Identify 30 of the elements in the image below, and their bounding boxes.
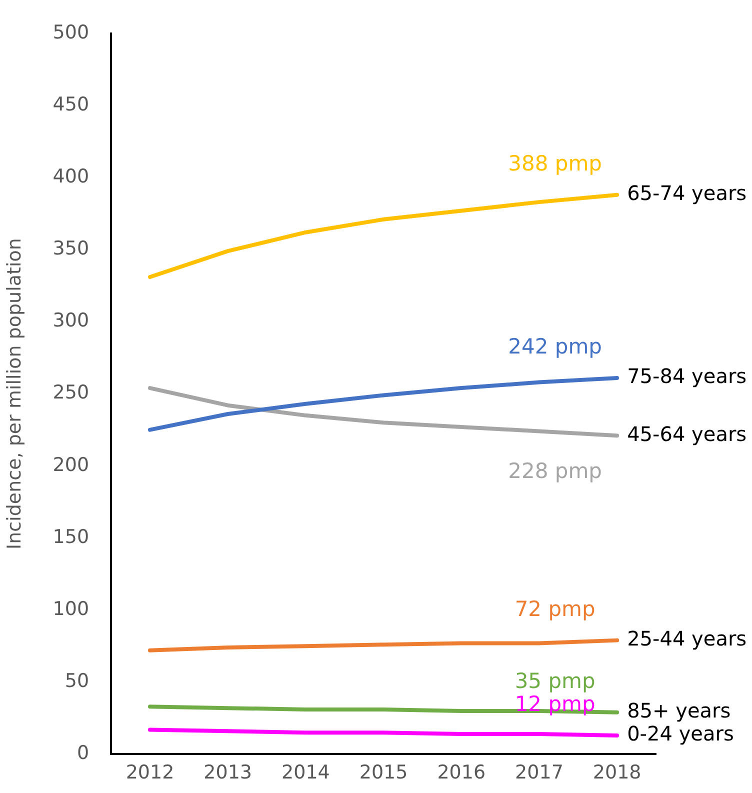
y-tick-label: 100 — [52, 598, 90, 620]
annotation: 228 pmp — [508, 459, 602, 484]
y-tick-label: 0 — [76, 742, 90, 764]
x-tick-label: 2016 — [437, 762, 486, 784]
x-tick-label: 2014 — [282, 762, 330, 784]
x-tick-label: 2018 — [592, 762, 642, 784]
y-tick-label: 450 — [52, 93, 90, 116]
annotation: 388 pmp — [508, 151, 602, 176]
x-tick-label: 2013 — [204, 762, 252, 784]
y-tick-label: 200 — [52, 454, 90, 476]
y-tick-label: 350 — [52, 238, 90, 260]
series-label: 85+ years — [627, 698, 731, 723]
annotation: 35 pmp — [514, 668, 596, 693]
series-label: 45-64 years — [627, 422, 747, 446]
y-tick-label: 500 — [52, 21, 90, 44]
x-tick-label: 2017 — [515, 762, 564, 784]
y-tick-label: 50 — [64, 670, 90, 692]
series-label: 65-74 years — [627, 181, 747, 206]
series-label: 75-84 years — [627, 364, 747, 388]
series-label: 25-44 years — [627, 626, 747, 651]
y-axis-title: Incidence, per million population — [3, 238, 26, 550]
y-tick-label: 250 — [52, 382, 90, 404]
y-tick-label: 150 — [52, 526, 90, 548]
annotation: 242 pmp — [508, 334, 602, 358]
x-tick-label: 2015 — [359, 762, 408, 784]
series-label: 0-24 years — [627, 722, 734, 746]
annotation: 72 pmp — [514, 596, 596, 621]
y-tick-label: 300 — [52, 310, 90, 332]
x-tick-label: 2012 — [126, 762, 174, 784]
y-tick-label: 400 — [52, 165, 90, 188]
